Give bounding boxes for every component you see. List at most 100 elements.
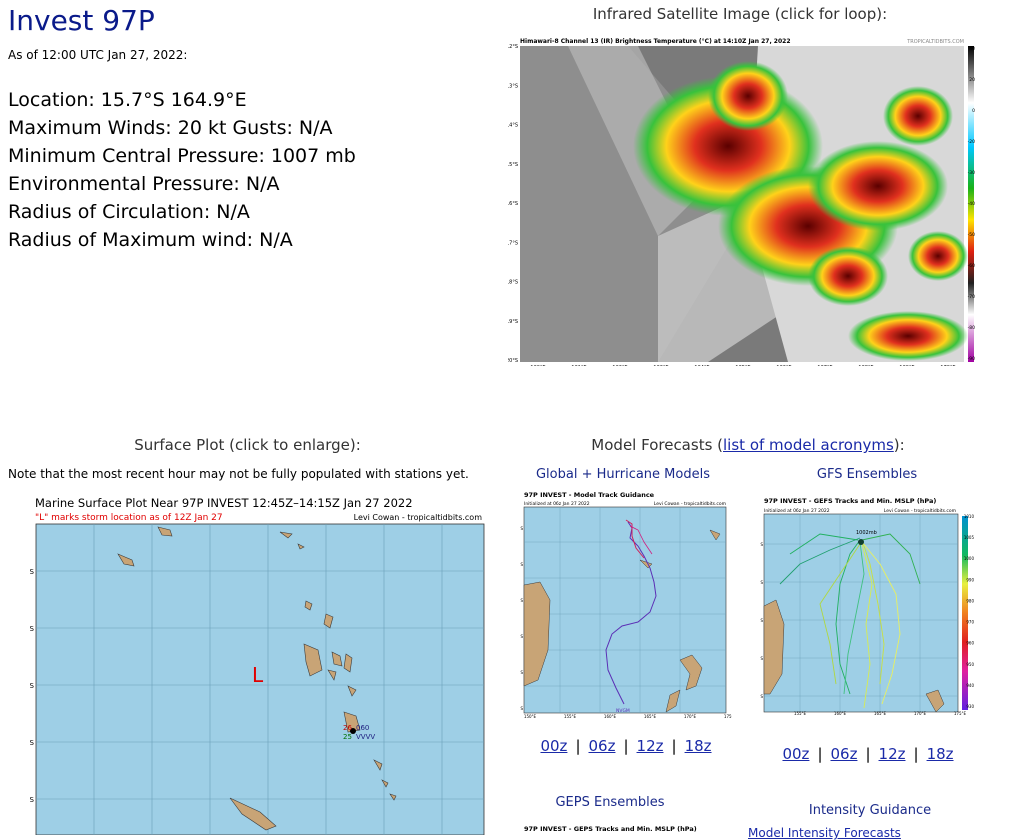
satellite-lon-label: 161°E [571,365,586,366]
gfs-plot-credit: Levi Cowan - tropicaltidbits.com [884,508,956,514]
surface-lat-labels: 12°S 14°S 16°S 18°S 20°S [30,568,35,804]
gfs-scale-label: 1010 [964,514,974,519]
satellite-scale-label: -30 [968,170,975,176]
gfs-ensembles-plot-link[interactable]: 97P INVEST - GEFS Tracks and Min. MSLP (… [760,494,974,716]
satellite-lat-label: 13°S [508,83,518,89]
satellite-lon-label: 163°E [653,365,668,366]
model-forecasts-heading: Model Forecasts (list of model acronyms)… [508,436,988,454]
satellite-lon-label: 166°E [776,365,791,366]
global-lon-label: 170°E [684,714,697,719]
model-heading-suffix: ): [893,436,905,454]
global-lat-label: 40°S [520,706,523,711]
surface-note: Note that the most recent hour may not b… [8,467,469,481]
global-plot-init: Initialized at 06z Jan 27 2022 [524,501,590,507]
satellite-lon-label: 165°E [735,365,750,366]
gfs-scale-label: 1005 [964,535,974,540]
gfs-scale-labels: 1010 1005 1000 990 980 970 960 950 940 930 [964,514,974,709]
storm-title: Invest 97P [8,4,155,37]
surface-lat-label: 20°S [30,796,35,804]
surface-lat-label: 16°S [30,682,35,690]
storm-radius-max-wind: Radius of Maximum wind: N/A [8,229,293,251]
model-acronyms-link[interactable]: list of model acronyms [723,436,894,454]
model-heading-prefix: Model Forecasts ( [591,436,724,454]
surface-credit: Levi Cowan - tropicaltidbits.com [354,513,483,522]
station-dewpoint: 25 [343,733,352,741]
satellite-lat-label: 16°S [508,201,518,207]
satellite-lat-label: 14°S [508,123,518,129]
surface-plot: Marine Surface Plot Near 97P INVEST 12:4… [30,494,490,835]
global-lon-label: 175°E [724,714,732,719]
satellite-lat-labels: 12°S 13°S 14°S 15°S 16°S 17°S 18°S 19°S 20°S [508,44,518,364]
surface-plot-title: Marine Surface Plot Near 97P INVEST 12:4… [35,496,413,510]
global-lat-label: 25°S [520,598,523,603]
global-lat-label: 35°S [520,670,523,675]
surface-plot-link[interactable]: Marine Surface Plot Near 97P INVEST 12:4… [30,494,490,835]
satellite-scale-label: 40 [969,46,975,52]
surface-lat-label: 18°S [30,739,35,747]
gfs-scale-label: 940 [966,683,974,688]
satellite-image-link[interactable]: Himawari-8 Channel 13 (IR) Brightness Te… [508,36,976,366]
gfs-lon-label: 155°E [794,711,807,716]
surface-marker-note: "L" marks storm location as of 12Z Jan 2… [35,513,223,523]
satellite-lat-label: 15°S [508,162,518,168]
as-of-timestamp: As of 12:00 UTC Jan 27, 2022: [8,48,188,62]
satellite-scale-label: -80 [968,325,975,331]
gfs-run-links: 00z | 06z | 12z | 18z [782,745,954,763]
gfs-scale-label: 980 [966,598,974,603]
gfs-lat-label: 20°S [760,580,763,585]
gfs-scale-label: 950 [966,662,974,667]
storm-radius-circulation: Radius of Circulation: N/A [8,201,250,223]
surface-heading: Surface Plot (click to enlarge): [134,436,361,454]
gfs-lon-label: 165°E [874,711,887,716]
satellite-lat-label: 20°S [508,358,518,364]
satellite-lon-label: 169°E [899,365,914,366]
gfs-run-18z[interactable]: 18z [926,745,954,763]
gfs-lat-label: 25°S [760,618,763,623]
gfs-ensembles-plot: 97P INVEST - GEFS Tracks and Min. MSLP (… [760,494,974,716]
satellite-credit: TROPICALTIDBITS.COM [906,39,964,45]
global-run-18z[interactable]: 18z [684,737,712,755]
satellite-lon-labels: 160°E 161°E 162°E 163°E 164°E 165°E 166°E 167°E… [530,365,955,366]
model-intensity-link[interactable]: Model Intensity Forecasts [748,826,901,840]
global-lat-labels: 15°S 20°S 25°S 30°S 35°S 40°S [520,526,523,711]
gfs-lat-labels: 15°S 20°S 25°S 30°S 35°S [760,542,763,699]
gfs-scale-label: 990 [966,577,974,582]
satellite-scale-label: 0 [972,108,975,114]
gfs-lat-label: 15°S [760,542,763,547]
gfs-ensembles-label: GFS Ensembles [816,467,918,482]
global-run-06z[interactable]: 06z [588,737,616,755]
satellite-lat-label: 18°S [508,280,518,286]
global-track-label: NVGM [616,708,630,714]
global-plot-title: 97P INVEST - Model Track Guidance [524,491,655,499]
gfs-plot-init: Initialized at 06z Jan 27 2022 [764,508,830,514]
satellite-scale-label: -60 [968,263,975,269]
gfs-lon-label: 170°E [914,711,927,716]
gfs-scale-label: 930 [966,704,974,709]
global-run-00z[interactable]: 00z [540,737,568,755]
satellite-image: Himawari-8 Channel 13 (IR) Brightness Te… [508,36,976,366]
global-plot-credit: Levi Cowan - tropicaltidbits.com [654,501,726,507]
global-run-12z[interactable]: 12z [636,737,664,755]
global-lat-label: 15°S [520,526,523,531]
gfs-plot-title: 97P INVEST - GEFS Tracks and Min. MSLP (… [764,497,936,505]
global-lon-label: 165°E [644,714,657,719]
gfs-pressure-label: 1002mb [856,530,877,536]
gfs-scale-label: 960 [966,641,974,646]
gfs-run-06z[interactable]: 06z [830,745,858,763]
satellite-scale-label: -90 [968,356,975,362]
global-models-plot-link[interactable]: 97P INVEST - Model Track Guidance Initia… [520,490,732,720]
satellite-lat-label: 12°S [508,44,518,50]
global-lon-label: 160°E [604,714,617,719]
station-pressure: 060 [356,724,369,732]
satellite-lon-label: 162°E [612,365,627,366]
gfs-lon-label: 160°E [834,711,847,716]
satellite-scale-label: -40 [968,201,975,207]
gfs-lon-label: 175°E [954,711,967,716]
geps-plot-title: 97P INVEST - GEPS Tracks and Min. MSLP (… [524,825,697,833]
gfs-lon-labels: 155°E 160°E 165°E 170°E 175°E [794,711,967,716]
gfs-run-00z[interactable]: 00z [782,745,810,763]
storm-marker: L [252,663,264,687]
gfs-run-12z[interactable]: 12z [878,745,906,763]
global-lat-label: 20°S [520,562,523,567]
surface-lat-label: 12°S [30,568,35,576]
